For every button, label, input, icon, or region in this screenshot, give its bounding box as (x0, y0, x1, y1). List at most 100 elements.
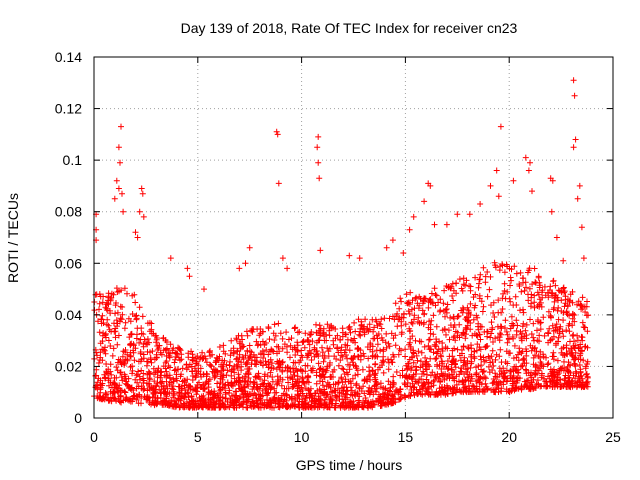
data-point (454, 346, 461, 353)
data-point (566, 298, 573, 305)
data-point (332, 335, 339, 342)
data-point (166, 381, 173, 388)
data-point (355, 345, 362, 352)
data-point (132, 299, 139, 306)
data-point (111, 389, 118, 396)
data-point (462, 361, 469, 368)
data-point (531, 304, 538, 311)
data-point (504, 263, 511, 270)
data-point (195, 402, 202, 409)
axes: 0 5 10 15 20 25 0 0.02 0.04 0.06 0.08 0.1 0.12 0.14 (55, 49, 621, 445)
data-point (279, 255, 286, 262)
data-point (171, 400, 178, 407)
data-point (403, 291, 410, 298)
data-point (459, 309, 466, 316)
data-point (114, 309, 121, 316)
data-point (534, 303, 541, 309)
data-point (330, 341, 337, 348)
data-point (354, 353, 361, 360)
data-point (94, 352, 100, 359)
data-point (319, 344, 325, 351)
data-point (507, 282, 513, 289)
data-point (124, 381, 130, 388)
data-point (242, 388, 249, 395)
data-point (369, 367, 376, 374)
data-point (478, 298, 485, 305)
data-point (378, 325, 385, 332)
data-point (316, 175, 323, 182)
data-point (192, 400, 199, 407)
data-point (326, 381, 333, 388)
data-point (519, 323, 526, 330)
data-point (423, 387, 430, 394)
data-point (372, 378, 379, 385)
data-point (544, 361, 551, 368)
data-point (434, 361, 441, 368)
data-point (452, 364, 459, 371)
data-point (231, 375, 238, 382)
data-point (552, 342, 559, 349)
data-point (154, 394, 161, 401)
data-point (314, 144, 321, 151)
data-point (453, 290, 460, 297)
data-point (287, 342, 294, 349)
data-point (564, 303, 571, 310)
data-point (263, 383, 270, 390)
data-point (288, 335, 295, 342)
data-point (348, 380, 355, 387)
data-point (396, 305, 403, 312)
data-point (263, 347, 270, 353)
data-point (138, 395, 145, 401)
data-point (239, 342, 246, 348)
data-point (516, 349, 523, 355)
data-point (420, 379, 427, 386)
data-point (188, 393, 195, 399)
data-point (445, 327, 452, 334)
data-point (503, 328, 510, 335)
data-point (406, 301, 413, 308)
data-point (162, 337, 169, 344)
data-point (513, 331, 520, 338)
data-point (460, 343, 467, 350)
data-point (231, 363, 238, 370)
data-point (211, 372, 218, 379)
data-point (361, 353, 368, 360)
data-point (520, 309, 527, 316)
data-point (501, 269, 508, 276)
data-point (110, 379, 117, 386)
data-point (346, 323, 353, 330)
data-point (135, 400, 142, 407)
data-point (340, 366, 347, 373)
data-point (206, 389, 212, 396)
data-point (361, 390, 368, 397)
data-point (102, 330, 109, 337)
data-point (127, 353, 134, 360)
data-point (283, 329, 290, 336)
data-point (360, 383, 367, 390)
data-point (107, 343, 114, 349)
data-point (433, 323, 440, 330)
data-point (385, 396, 392, 402)
data-point (139, 190, 146, 197)
data-point (440, 300, 447, 307)
data-point (140, 370, 147, 377)
data-point (465, 345, 472, 352)
data-point (130, 387, 137, 393)
data-point (476, 379, 483, 386)
data-point (266, 382, 273, 388)
data-point (551, 298, 558, 305)
data-point (148, 359, 155, 366)
data-point (480, 264, 487, 271)
data-point (332, 381, 339, 388)
data-point (323, 337, 330, 344)
data-point (108, 371, 115, 378)
data-point (192, 374, 199, 381)
data-point (408, 367, 414, 374)
data-point (262, 386, 269, 393)
data-point (507, 274, 514, 281)
data-point (184, 389, 191, 396)
data-point (235, 371, 242, 378)
data-point (107, 310, 114, 317)
data-point (398, 318, 405, 325)
data-point (534, 327, 540, 334)
